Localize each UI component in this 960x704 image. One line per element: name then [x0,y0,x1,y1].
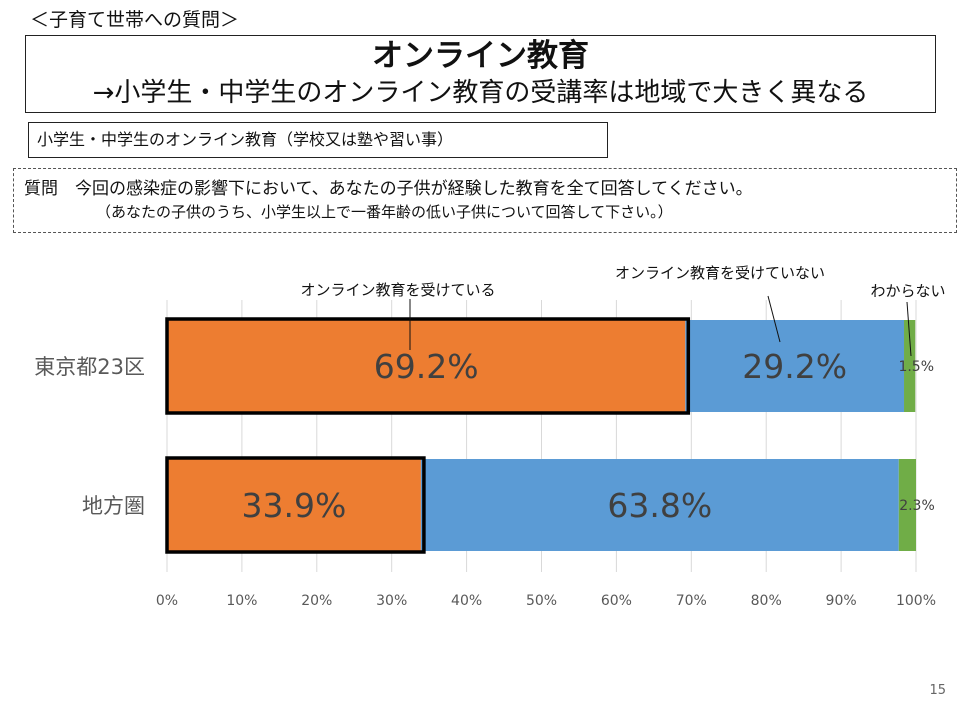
bar-segment [420,459,899,551]
leader-line [767,295,781,343]
series-label: わからない [870,282,945,300]
highlight-outline [165,317,691,415]
data-label: 29.2% [742,347,847,386]
category-label: 東京都23区 [34,355,145,379]
leader-line [906,301,912,357]
title-box: オンライン教育 →小学生・中学生のオンライン教育の受講率は地域で大きく異なる [25,35,936,113]
page-title: オンライン教育 [372,38,589,74]
bar-segment [167,320,686,412]
x-tick-label: 50% [526,593,557,609]
page-subtitle: →小学生・中学生のオンライン教育の受講率は地域で大きく異なる [92,78,869,108]
highlight-outline [165,456,426,554]
section-label: ＜子育て世帯への質問＞ [30,9,240,31]
series-label: オンライン教育を受けている [300,281,495,299]
series-label: オンライン教育を受けていない [615,264,825,282]
x-tick-label: 30% [376,593,407,609]
x-tick-label: 70% [676,593,707,609]
data-label: 33.9% [242,486,347,525]
data-label: 63.8% [607,486,712,525]
bar-segment [904,320,916,412]
x-tick-label: 20% [301,593,332,609]
category-label: 地方圏 [82,494,145,518]
bar-segment [167,459,421,551]
question-box: 質問 今回の感染症の影響下において、あなたの子供が経験した教育を全て回答してくだ… [13,168,957,233]
x-tick-label: 80% [751,593,782,609]
bar-segment [898,459,916,551]
data-label: 2.3% [899,498,935,514]
data-label: 69.2% [374,347,479,386]
x-tick-label: 40% [451,593,482,609]
topic-label: 小学生・中学生のオンライン教育（学校又は塾や習い事） [28,122,608,158]
x-tick-label: 90% [826,593,857,609]
x-tick-label: 0% [156,593,178,609]
x-tick-label: 100% [896,593,936,609]
bar-segment [685,320,905,412]
question-note: （あなたの子供のうち、小学生以上で一番年齢の低い子供について回答して下さい。） [96,203,673,221]
x-tick-label: 10% [226,593,257,609]
question-text: 質問 今回の感染症の影響下において、あなたの子供が経験した教育を全て回答してくだ… [24,179,753,199]
data-label: 1.5% [898,359,934,375]
x-tick-label: 60% [601,593,632,609]
page-number: 15 [929,683,946,698]
